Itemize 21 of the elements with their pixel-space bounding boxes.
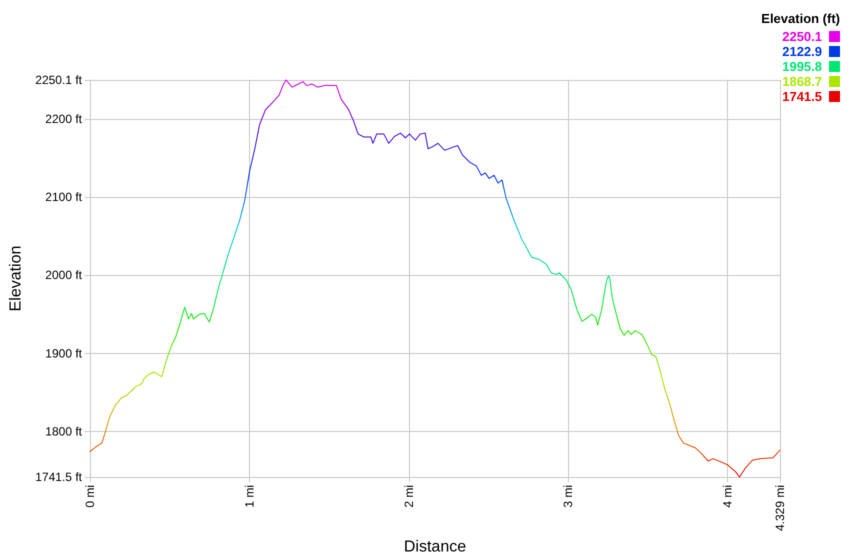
x-tick-label: 1 mi <box>242 485 256 508</box>
color-bar-title: Elevation (ft) <box>761 11 840 26</box>
y-tick-label: 1741.5 ft <box>35 470 83 484</box>
x-tick-label: 2 mi <box>402 485 416 508</box>
x-tick-label: 4.329 mi <box>773 485 787 532</box>
x-tick-label: 3 mi <box>561 485 576 508</box>
x-axis-title: Distance <box>404 538 466 556</box>
x-tick-label: 0 mi <box>83 485 97 508</box>
color-bar-label: 2122.9 <box>782 44 822 59</box>
y-tick-label: 2000 ft <box>45 268 83 282</box>
y-tick-label: 1900 ft <box>45 346 83 360</box>
y-tick-label: 1800 ft <box>45 424 83 438</box>
color-bar-label: 1868.7 <box>782 74 822 89</box>
y-axis-title: Elevation <box>8 246 24 312</box>
y-tick-label: 2200 ft <box>45 112 83 126</box>
color-bar-label: 1741.5 <box>782 89 822 104</box>
y-tick-label: 2250.1 ft <box>35 73 83 87</box>
x-tick-label: 4 mi <box>720 485 735 508</box>
color-bar-label: 2250.1 <box>782 29 822 44</box>
color-bar-label: 1995.8 <box>782 59 822 74</box>
y-tick-label: 2100 ft <box>45 190 83 204</box>
